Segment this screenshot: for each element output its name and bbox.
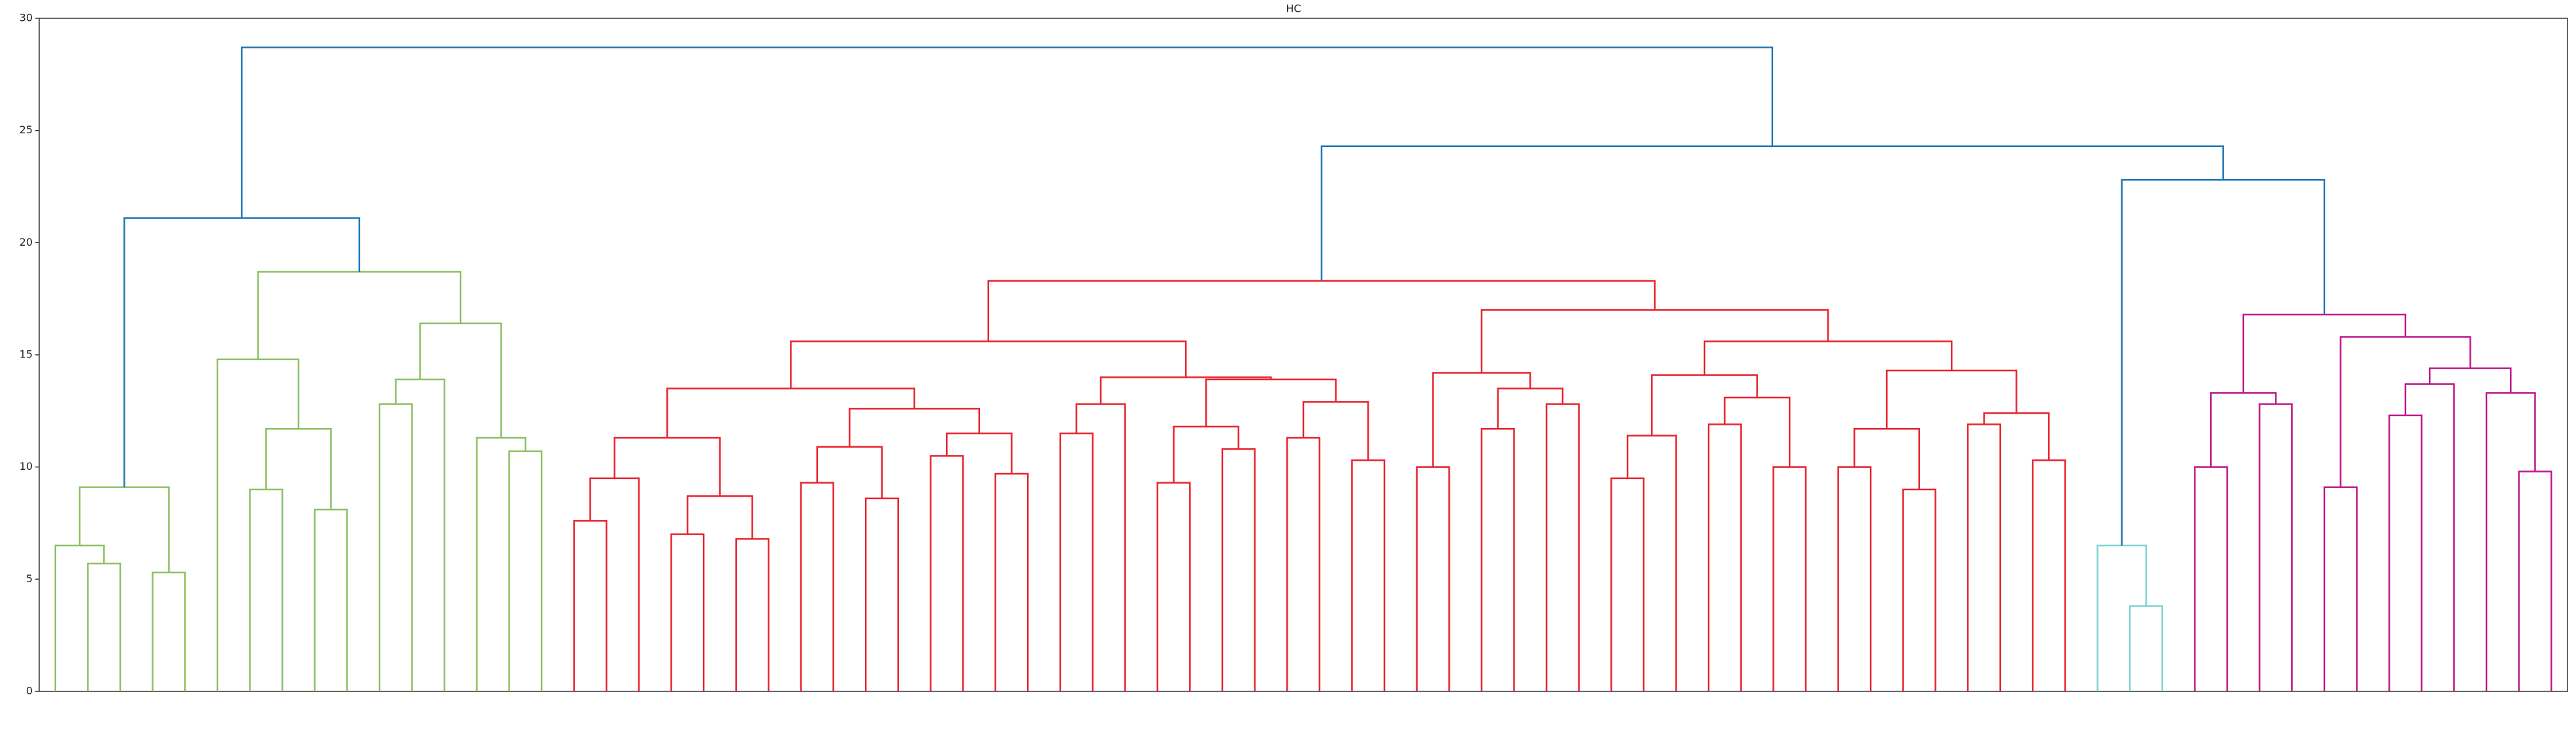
link	[1320, 145, 2225, 281]
link	[1302, 401, 1369, 461]
y-tick-label: 30	[20, 12, 33, 24]
link	[2404, 383, 2455, 691]
link	[378, 403, 413, 691]
chart-title: HC	[1286, 3, 1301, 15]
link	[1902, 488, 1936, 691]
link	[1837, 466, 1872, 691]
link	[945, 432, 1013, 474]
link	[2096, 544, 2147, 691]
link	[1772, 466, 1807, 691]
link	[2032, 459, 2066, 691]
link	[1983, 412, 2050, 461]
link	[816, 446, 883, 499]
y-tick-label: 10	[20, 460, 33, 472]
link	[1075, 403, 1126, 691]
link	[249, 488, 284, 691]
link	[666, 388, 915, 438]
link	[476, 437, 527, 691]
link	[790, 340, 1187, 389]
link	[2121, 178, 2326, 546]
link	[670, 533, 705, 691]
link	[1432, 372, 1531, 467]
link	[613, 437, 721, 497]
link	[123, 217, 361, 487]
link	[2209, 392, 2277, 467]
y-tick-label: 0	[26, 685, 33, 697]
link	[2128, 605, 2164, 691]
link	[314, 508, 348, 691]
link	[1221, 448, 1256, 691]
y-tick-label: 20	[20, 236, 33, 248]
link	[419, 322, 502, 438]
link	[735, 538, 770, 691]
link	[1100, 376, 1272, 405]
link	[152, 571, 186, 691]
link	[78, 486, 170, 573]
link	[2242, 313, 2407, 393]
link	[1610, 477, 1645, 691]
link	[589, 477, 640, 691]
link	[687, 495, 753, 539]
link	[930, 455, 964, 691]
link	[1723, 396, 1791, 467]
link	[1966, 423, 2001, 691]
y-tick-label: 5	[26, 572, 33, 585]
link	[1156, 482, 1191, 691]
link	[1059, 432, 1094, 691]
link	[2388, 414, 2422, 691]
link	[1545, 403, 1580, 691]
link	[800, 482, 834, 691]
link	[2323, 486, 2358, 691]
link	[994, 472, 1029, 691]
y-tick-label: 15	[20, 348, 33, 361]
link	[1885, 369, 2017, 429]
link	[849, 408, 981, 447]
link	[395, 378, 446, 691]
link	[1416, 466, 1450, 691]
link	[1707, 423, 1742, 691]
link	[1286, 437, 1321, 691]
link	[265, 428, 332, 510]
link	[864, 497, 900, 691]
link	[2518, 471, 2552, 691]
link	[1853, 428, 1920, 489]
link	[2428, 367, 2512, 393]
link	[257, 271, 462, 359]
plot-frame	[39, 18, 2568, 692]
link	[2194, 466, 2228, 691]
link	[2485, 392, 2536, 691]
link	[240, 46, 1774, 218]
y-tick-label: 25	[20, 124, 33, 136]
link	[1626, 435, 1677, 691]
link	[1205, 378, 1337, 427]
link	[87, 563, 122, 691]
link	[2258, 403, 2293, 691]
link	[54, 544, 105, 691]
link	[1351, 459, 1386, 691]
link	[508, 450, 543, 691]
link	[216, 358, 300, 691]
link	[1497, 388, 1564, 429]
link	[987, 280, 1656, 342]
link	[1173, 425, 1240, 483]
link	[1480, 428, 1515, 691]
link	[573, 520, 608, 691]
